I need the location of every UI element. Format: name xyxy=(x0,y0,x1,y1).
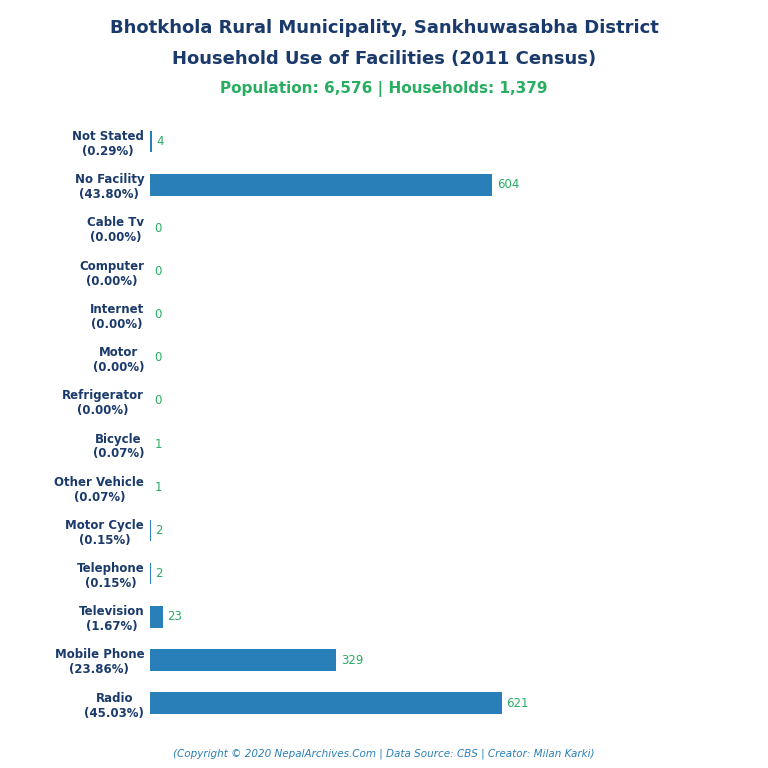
Text: 621: 621 xyxy=(506,697,529,710)
Text: 604: 604 xyxy=(497,178,519,191)
Text: 0: 0 xyxy=(154,351,162,364)
Bar xyxy=(150,174,492,196)
Bar xyxy=(150,606,163,627)
Text: 1: 1 xyxy=(155,481,162,494)
Text: 0: 0 xyxy=(154,308,162,321)
Bar xyxy=(150,693,502,714)
Bar xyxy=(150,563,151,584)
Text: 4: 4 xyxy=(157,135,164,148)
Text: 0: 0 xyxy=(154,221,162,234)
Text: Bhotkhola Rural Municipality, Sankhuwasabha District: Bhotkhola Rural Municipality, Sankhuwasa… xyxy=(110,19,658,37)
Text: Population: 6,576 | Households: 1,379: Population: 6,576 | Households: 1,379 xyxy=(220,81,548,97)
Text: 0: 0 xyxy=(154,394,162,407)
Bar xyxy=(150,520,151,541)
Text: 2: 2 xyxy=(155,524,163,537)
Bar xyxy=(150,131,152,152)
Text: 0: 0 xyxy=(154,265,162,278)
Text: (Copyright © 2020 NepalArchives.Com | Data Source: CBS | Creator: Milan Karki): (Copyright © 2020 NepalArchives.Com | Da… xyxy=(174,748,594,759)
Text: Household Use of Facilities (2011 Census): Household Use of Facilities (2011 Census… xyxy=(172,50,596,68)
Bar xyxy=(150,649,336,670)
Text: 329: 329 xyxy=(341,654,363,667)
Text: 23: 23 xyxy=(167,611,182,624)
Text: 2: 2 xyxy=(155,567,163,580)
Text: 1: 1 xyxy=(155,438,162,451)
